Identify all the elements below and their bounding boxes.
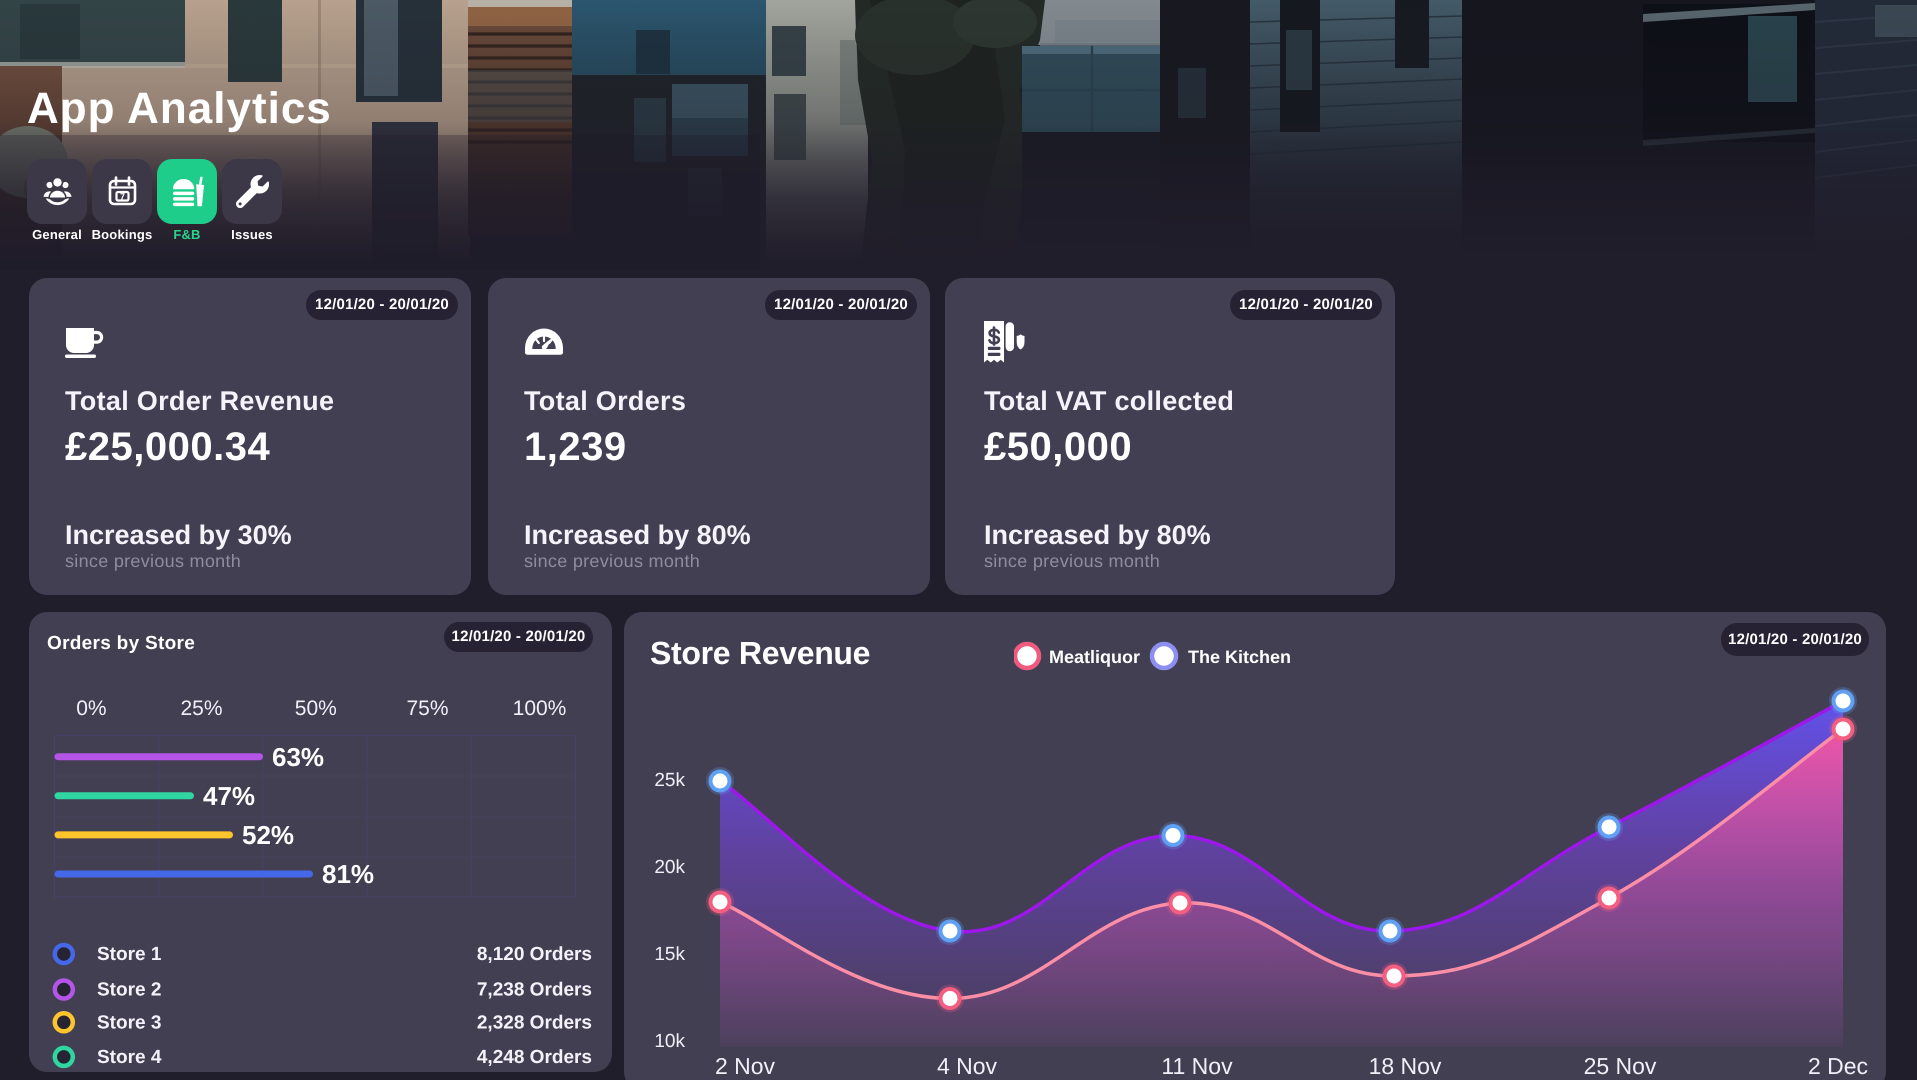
svg-text:Store 1: Store 1: [97, 944, 162, 965]
svg-text:81%: 81%: [322, 859, 374, 889]
svg-text:10k: 10k: [654, 1031, 685, 1052]
svg-text:75%: 75%: [406, 697, 448, 720]
svg-text:47%: 47%: [203, 781, 255, 811]
svg-text:Store 3: Store 3: [97, 1012, 161, 1033]
svg-text:2,328 Orders: 2,328 Orders: [477, 1012, 592, 1033]
svg-text:0%: 0%: [76, 697, 106, 720]
svg-text:18 Nov: 18 Nov: [1369, 1053, 1442, 1079]
svg-text:25k: 25k: [654, 770, 685, 791]
svg-text:20k: 20k: [654, 857, 685, 878]
svg-text:25 Nov: 25 Nov: [1584, 1053, 1657, 1079]
svg-text:Store 4: Store 4: [97, 1047, 162, 1068]
svg-text:63%: 63%: [272, 742, 324, 772]
svg-text:The Kitchen: The Kitchen: [1188, 647, 1291, 667]
svg-text:2 Dec: 2 Dec: [1808, 1053, 1868, 1079]
svg-text:15k: 15k: [654, 944, 685, 965]
svg-text:Store 2: Store 2: [97, 980, 161, 1001]
svg-text:50%: 50%: [295, 697, 337, 720]
svg-text:4,248 Orders: 4,248 Orders: [477, 1047, 592, 1068]
svg-text:8,120 Orders: 8,120 Orders: [477, 944, 592, 965]
svg-text:4 Nov: 4 Nov: [937, 1053, 998, 1079]
svg-text:7: 7: [120, 192, 125, 202]
svg-text:2 Nov: 2 Nov: [715, 1053, 776, 1079]
svg-text:52%: 52%: [242, 820, 294, 850]
svg-text:Meatliquor: Meatliquor: [1049, 647, 1140, 667]
svg-text:100%: 100%: [513, 697, 567, 720]
svg-text:11 Nov: 11 Nov: [1161, 1053, 1233, 1079]
svg-text:25%: 25%: [180, 697, 222, 720]
svg-text:7,238 Orders: 7,238 Orders: [477, 980, 592, 1001]
